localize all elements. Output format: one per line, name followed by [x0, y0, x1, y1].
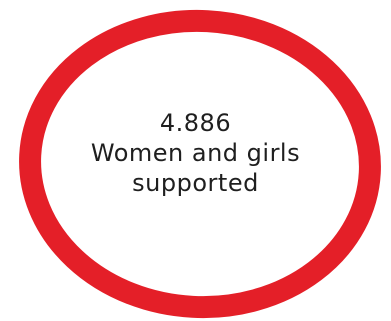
stat-text: 4.886 Women and girls supported	[0, 108, 391, 198]
stat-label-line1: Women and girls	[90, 139, 301, 167]
stat-value: 4.886	[159, 109, 232, 137]
stat-label-line2: supported	[132, 169, 259, 197]
